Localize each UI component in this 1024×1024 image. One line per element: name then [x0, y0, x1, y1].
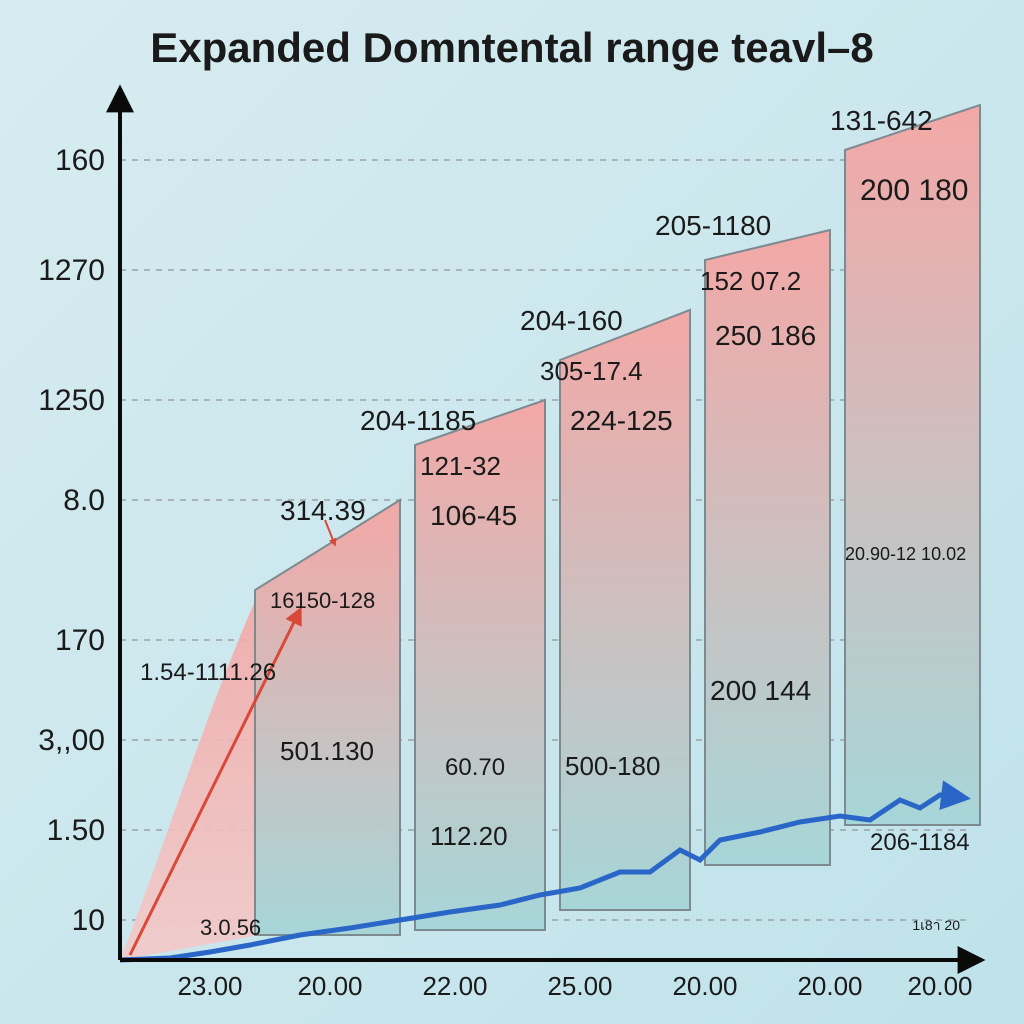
y-tick-label: 3,,00 — [38, 724, 105, 757]
y-tick-label: 8.0 — [63, 484, 105, 517]
bar — [705, 230, 830, 865]
bar — [845, 105, 980, 825]
x-tick-label: 25.00 — [547, 971, 612, 1001]
y-tick-label: 160 — [55, 144, 105, 177]
x-axis-footnote: 1เ8า 20 — [912, 917, 960, 933]
y-tick-label: 1250 — [38, 384, 105, 417]
x-tick-labels: 23.00 20.00 22.00 25.00 20.00 20.00 20.00 — [177, 971, 972, 1001]
y-tick-label: 1.50 — [47, 814, 105, 847]
x-tick-label: 20.00 — [907, 971, 972, 1001]
x-tick-label: 22.00 — [422, 971, 487, 1001]
x-tick-label: 20.00 — [672, 971, 737, 1001]
y-tick-label: 170 — [55, 624, 105, 657]
y-tick-label: 10 — [72, 904, 105, 937]
y-tick-label: 1270 — [38, 254, 105, 287]
x-tick-label: 20.00 — [797, 971, 862, 1001]
chart-stage: Expanded Domntental range teavl–8 160 127… — [0, 0, 1024, 1024]
bar — [415, 400, 545, 930]
chart-title: Expanded Domntental range teavl–8 — [150, 24, 874, 71]
x-tick-label: 23.00 — [177, 971, 242, 1001]
x-tick-label: 20.00 — [297, 971, 362, 1001]
chart-svg: Expanded Domntental range teavl–8 160 127… — [0, 0, 1024, 1024]
bar — [560, 310, 690, 910]
